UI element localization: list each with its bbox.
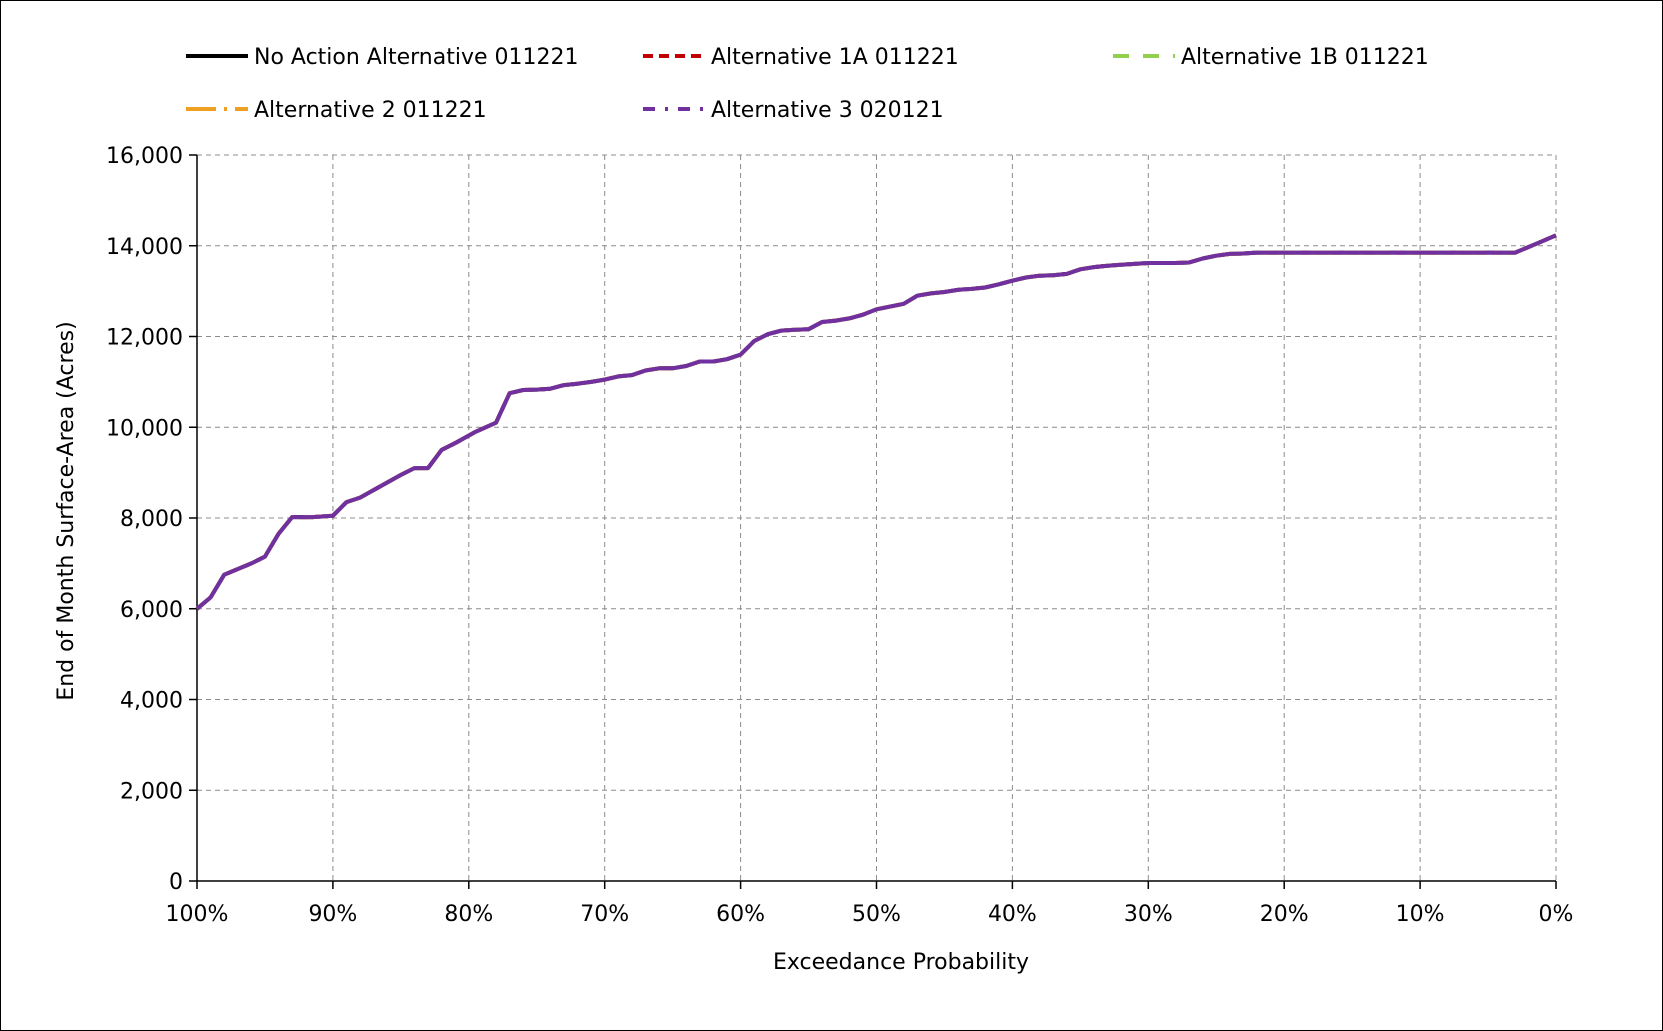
y-tick-label: 10,000 [106, 416, 183, 441]
x-tick-label: 80% [444, 902, 493, 927]
legend-label: Alternative 1A 011221 [711, 45, 959, 70]
x-tick-label: 10% [1396, 902, 1445, 927]
legend-item-3: Alternative 1B 011221 [1113, 45, 1429, 70]
x-axis-title: Exceedance Probability [773, 950, 1029, 975]
y-tick-label: 0 [169, 870, 183, 895]
legend-item-2: Alternative 1A 011221 [643, 45, 959, 70]
y-tick-label: 12,000 [106, 326, 183, 351]
legend-label: Alternative 2 011221 [254, 98, 487, 123]
x-tick-label: 30% [1124, 902, 1173, 927]
y-tick-label: 16,000 [106, 144, 183, 169]
series-group [195, 233, 1557, 611]
y-tick-label: 8,000 [120, 507, 183, 532]
y-tick-label: 2,000 [120, 779, 183, 804]
gridlines [197, 154, 1557, 881]
legend-item-4: Alternative 2 011221 [186, 98, 487, 123]
legend-item-5: Alternative 3 020121 [643, 98, 944, 123]
y-tick-label: 14,000 [106, 235, 183, 260]
y-tick-label: 4,000 [120, 689, 183, 714]
x-tick-label: 20% [1260, 902, 1309, 927]
legend-label: No Action Alternative 011221 [254, 45, 578, 70]
x-tick-label: 90% [308, 902, 357, 927]
legend-item-1: No Action Alternative 011221 [186, 45, 578, 70]
x-tick-label: 60% [716, 902, 765, 927]
x-tick-label: 50% [852, 902, 901, 927]
x-tick-label: 70% [580, 902, 629, 927]
axes: 100% 90% 80% 70% 60% 50% 40% 30% 20% 10% 0% 0 2,000 4… [106, 144, 1573, 927]
x-tick-label: 100% [166, 902, 229, 927]
legend-label: Alternative 3 020121 [711, 98, 944, 123]
y-axis-title: End of Month Surface-Area (Acres) [54, 321, 79, 700]
series-line-5 [195, 233, 1557, 611]
y-tick-label: 6,000 [120, 598, 183, 623]
legend: No Action Alternative 011221 Alternative … [186, 45, 1429, 123]
x-tick-label: 40% [988, 902, 1037, 927]
legend-label: Alternative 1B 011221 [1181, 45, 1429, 70]
x-tick-label: 0% [1539, 902, 1574, 927]
